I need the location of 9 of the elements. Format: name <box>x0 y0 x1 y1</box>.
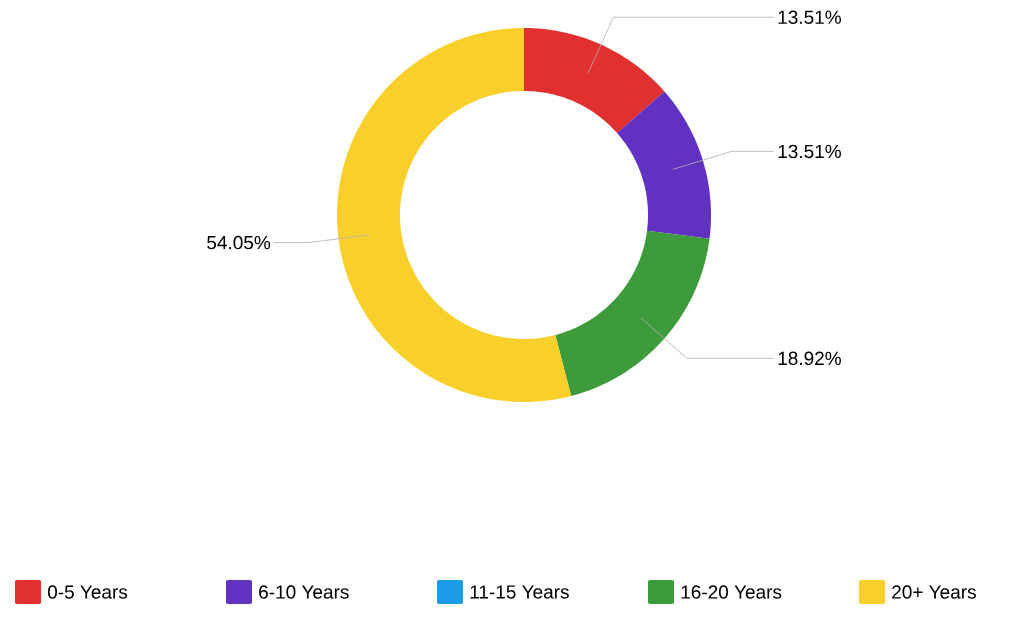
legend-label: 11-15 Years <box>470 585 569 599</box>
data-label: 13.51% <box>778 144 841 159</box>
legend-label: 20+ Years <box>892 585 976 599</box>
legend-label: 0-5 Years <box>47 585 128 599</box>
data-label: 13.51% <box>778 10 841 24</box>
legend-label: 16-20 Years <box>681 585 782 599</box>
legend-label: 6-10 Years <box>259 585 349 599</box>
data-label: 54.05% <box>207 235 271 250</box>
data-label: 18.92% <box>778 351 841 366</box>
